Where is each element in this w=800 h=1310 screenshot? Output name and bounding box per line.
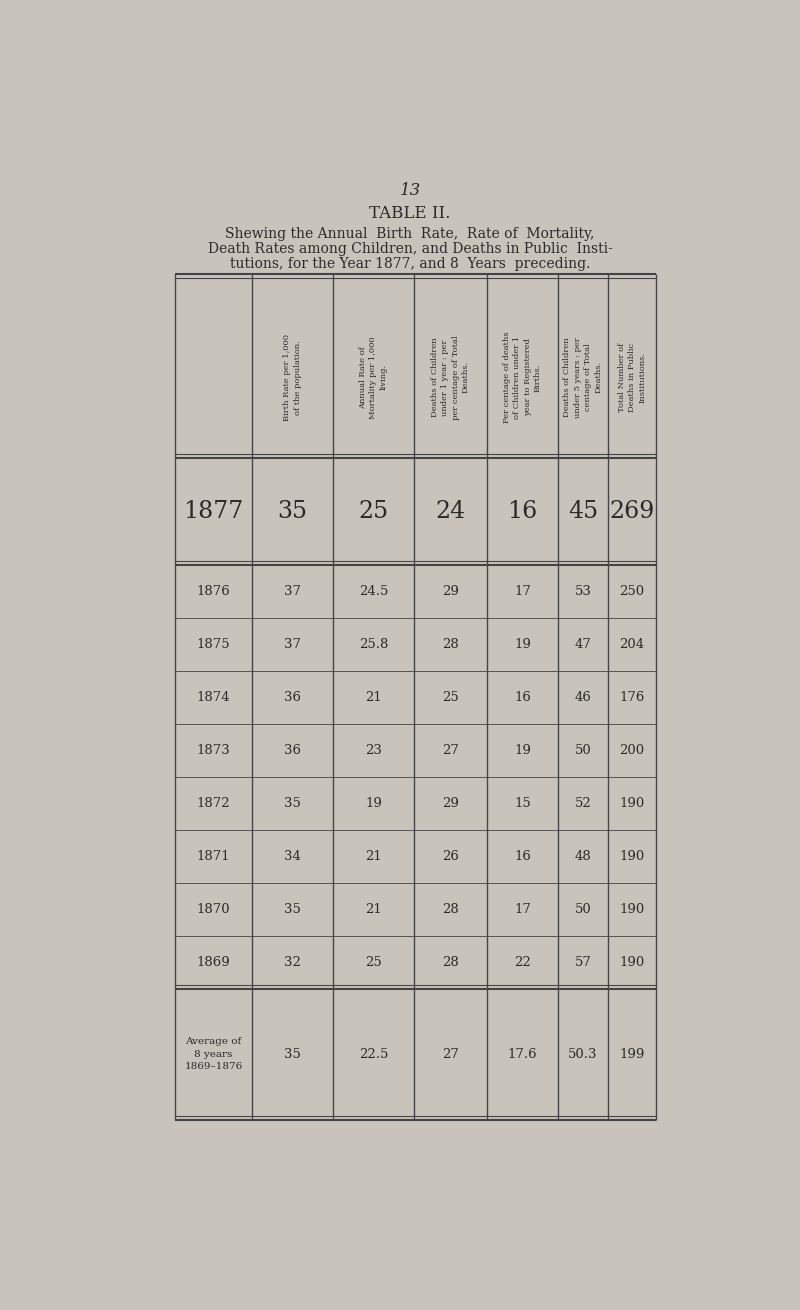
Text: 19: 19 (514, 638, 531, 651)
Text: Death Rates among Children, and Deaths in Public  Insti-: Death Rates among Children, and Deaths i… (207, 242, 613, 255)
Text: TABLE II.: TABLE II. (370, 204, 450, 221)
Text: 35: 35 (284, 1048, 301, 1061)
Text: 19: 19 (514, 744, 531, 757)
Text: 1875: 1875 (197, 638, 230, 651)
Text: 13: 13 (399, 182, 421, 199)
Text: 35: 35 (278, 500, 307, 523)
Text: 16: 16 (507, 500, 538, 523)
Text: 29: 29 (442, 796, 459, 810)
Text: 1877: 1877 (183, 500, 244, 523)
Text: Total Number of
Deaths in Public
Institutions.: Total Number of Deaths in Public Institu… (618, 343, 646, 413)
Text: 21: 21 (365, 850, 382, 863)
Text: 22.5: 22.5 (358, 1048, 388, 1061)
Text: 16: 16 (514, 850, 531, 863)
Text: 1872: 1872 (197, 796, 230, 810)
Text: 176: 176 (619, 692, 645, 705)
Text: 190: 190 (619, 956, 645, 969)
Text: 1870: 1870 (197, 903, 230, 916)
Text: 22: 22 (514, 956, 530, 969)
Text: 17.6: 17.6 (508, 1048, 538, 1061)
Text: 25: 25 (358, 500, 389, 523)
Text: 25: 25 (442, 692, 459, 705)
Text: Deaths of Children
under 5 years : per
centage of Total
Deaths.: Deaths of Children under 5 years : per c… (563, 337, 602, 418)
Text: 16: 16 (514, 692, 531, 705)
Text: Shewing the Annual  Birth  Rate,  Rate of  Mortality,: Shewing the Annual Birth Rate, Rate of M… (226, 227, 594, 241)
Text: 46: 46 (574, 692, 591, 705)
Text: 15: 15 (514, 796, 530, 810)
Text: 45: 45 (568, 500, 598, 523)
Text: 52: 52 (574, 796, 591, 810)
Text: Average of
8 years
1869–1876: Average of 8 years 1869–1876 (185, 1038, 242, 1072)
Text: 269: 269 (610, 500, 655, 523)
Text: 35: 35 (284, 796, 301, 810)
Text: 36: 36 (284, 692, 301, 705)
Text: 190: 190 (619, 850, 645, 863)
Text: 32: 32 (284, 956, 301, 969)
Text: 200: 200 (619, 744, 645, 757)
Text: 21: 21 (365, 903, 382, 916)
Text: 26: 26 (442, 850, 459, 863)
Text: 25.8: 25.8 (358, 638, 388, 651)
Text: 53: 53 (574, 586, 591, 599)
Text: 48: 48 (574, 850, 591, 863)
Text: 37: 37 (284, 638, 301, 651)
Text: 250: 250 (619, 586, 645, 599)
Text: 57: 57 (574, 956, 591, 969)
Text: 50: 50 (574, 744, 591, 757)
Text: 204: 204 (619, 638, 645, 651)
Text: 50: 50 (574, 903, 591, 916)
Text: Annual Rate of
Mortality per 1,000
living.: Annual Rate of Mortality per 1,000 livin… (359, 337, 388, 419)
Text: 21: 21 (365, 692, 382, 705)
Text: 29: 29 (442, 586, 459, 599)
Text: 1874: 1874 (197, 692, 230, 705)
Text: 50.3: 50.3 (568, 1048, 598, 1061)
Text: 35: 35 (284, 903, 301, 916)
Text: 1871: 1871 (197, 850, 230, 863)
Text: 27: 27 (442, 744, 459, 757)
Text: 17: 17 (514, 586, 531, 599)
Text: 27: 27 (442, 1048, 459, 1061)
Text: 1869: 1869 (197, 956, 230, 969)
Text: 1873: 1873 (197, 744, 230, 757)
Text: Deaths of Children
under 1 year : per
per centage of Total
Deaths.: Deaths of Children under 1 year : per pe… (431, 335, 470, 419)
Text: Per centage of deaths
of Children under 1
year to Registered
Births.: Per centage of deaths of Children under … (503, 331, 542, 423)
Text: 25: 25 (365, 956, 382, 969)
Text: 23: 23 (365, 744, 382, 757)
Text: 28: 28 (442, 903, 459, 916)
Text: 37: 37 (284, 586, 301, 599)
Text: tutions, for the Year 1877, and 8  Years  preceding.: tutions, for the Year 1877, and 8 Years … (230, 257, 590, 271)
Text: 24: 24 (435, 500, 466, 523)
Text: 17: 17 (514, 903, 531, 916)
Text: 1876: 1876 (197, 586, 230, 599)
Text: Birth Rate per 1,000
of the population.: Birth Rate per 1,000 of the population. (283, 334, 302, 421)
Text: 19: 19 (365, 796, 382, 810)
Text: 190: 190 (619, 903, 645, 916)
Text: 24.5: 24.5 (358, 586, 388, 599)
Text: 190: 190 (619, 796, 645, 810)
Text: 36: 36 (284, 744, 301, 757)
Text: 199: 199 (619, 1048, 645, 1061)
Text: 28: 28 (442, 638, 459, 651)
Text: 28: 28 (442, 956, 459, 969)
Text: 34: 34 (284, 850, 301, 863)
Text: 47: 47 (574, 638, 591, 651)
